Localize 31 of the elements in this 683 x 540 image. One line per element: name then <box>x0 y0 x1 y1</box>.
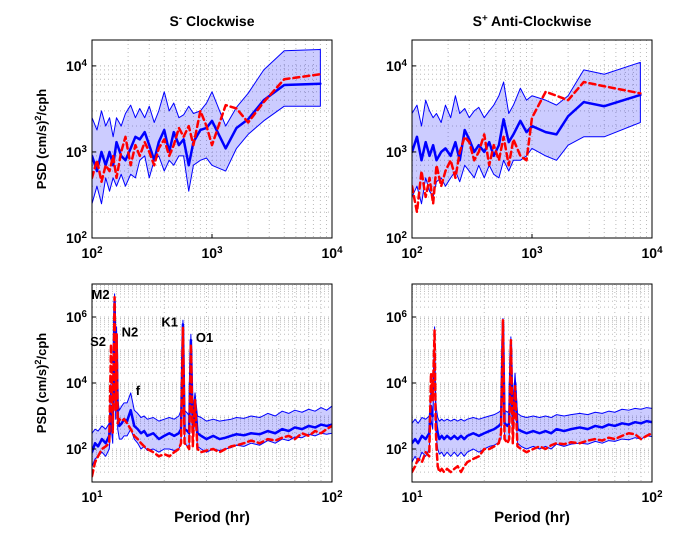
x-tick-label: 10$^{2}$ <box>401 244 424 261</box>
x-tick-label: 10$^{1}$ <box>401 488 424 505</box>
annotation: K1 <box>161 314 178 330</box>
y-tick-label: 10$^{4}$ <box>66 374 88 391</box>
chart-title: S$^{-}$ Clockwise <box>170 12 255 29</box>
x-tick-label: 10$^{4}$ <box>641 244 664 261</box>
annotation: f <box>136 382 141 398</box>
y-tick-label: 10$^{2}$ <box>386 230 408 246</box>
y-tick-label: 10$^{2}$ <box>66 230 88 246</box>
x-tick-label: 10$^{4}$ <box>321 244 344 261</box>
x-axis-title: Period (hr) <box>494 509 570 526</box>
x-tick-label: 10$^{3}$ <box>521 244 544 261</box>
x-tick-label: 10$^{2}$ <box>321 488 344 505</box>
y-tick-label: 10$^{2}$ <box>386 440 408 457</box>
x-tick-label: 10$^{3}$ <box>201 244 224 261</box>
y-tick-label: 10$^{4}$ <box>66 57 88 74</box>
y-tick-label: 10$^{6}$ <box>386 308 408 325</box>
x-tick-label: 10$^{1}$ <box>81 488 104 505</box>
x-tick-label: 10$^{2}$ <box>641 488 664 505</box>
annotation: N2 <box>122 324 138 340</box>
y-tick-label: 10$^{4}$ <box>386 57 408 74</box>
y-tick-label: 10$^{4}$ <box>386 374 408 391</box>
y-tick-label: 10$^{6}$ <box>66 308 88 325</box>
y-tick-label: 10$^{3}$ <box>66 143 88 160</box>
annotation: O1 <box>196 330 214 346</box>
y-tick-label: 10$^{2}$ <box>66 440 88 457</box>
chart-title: S$^{+}$ Anti-Clockwise <box>472 12 592 29</box>
annotation: M2 <box>92 287 110 302</box>
y-tick-label: 10$^{3}$ <box>386 143 408 160</box>
x-tick-label: 10$^{2}$ <box>81 244 104 261</box>
x-axis-title: Period (hr) <box>174 509 250 526</box>
